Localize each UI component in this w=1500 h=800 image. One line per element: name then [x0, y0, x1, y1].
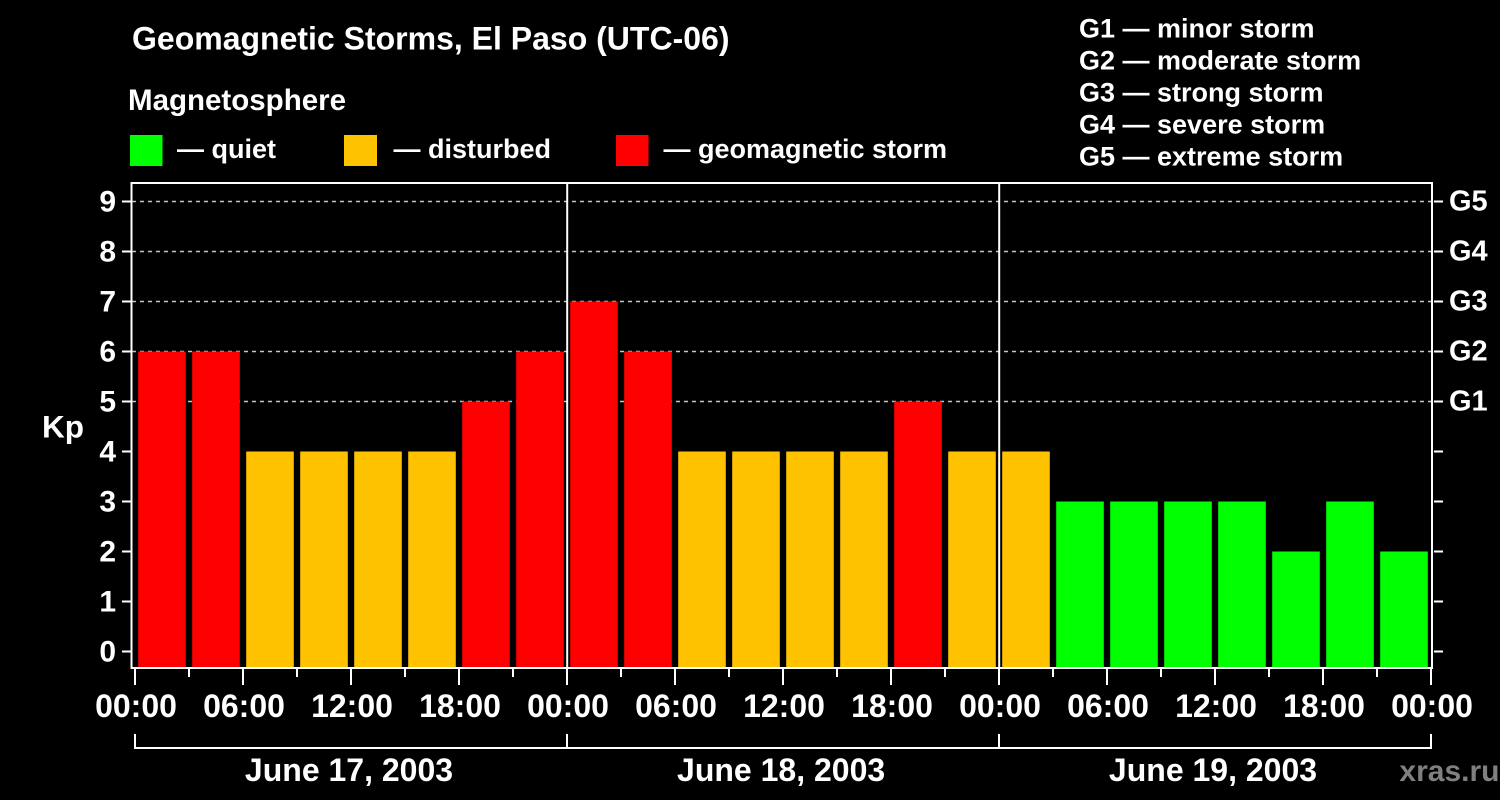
svg-text:— quiet: — quiet [177, 134, 276, 164]
svg-text:G4 — severe storm: G4 — severe storm [1079, 110, 1325, 140]
svg-text:06:00: 06:00 [1067, 688, 1149, 724]
svg-text:9: 9 [99, 186, 116, 219]
svg-text:G2: G2 [1449, 336, 1488, 368]
svg-text:4: 4 [99, 436, 116, 469]
svg-text:G4: G4 [1449, 236, 1488, 268]
svg-text:0: 0 [99, 636, 116, 669]
svg-text:G3: G3 [1449, 286, 1488, 318]
svg-text:3: 3 [99, 486, 116, 519]
svg-text:G1 — minor storm: G1 — minor storm [1079, 14, 1315, 44]
svg-text:Geomagnetic Storms, El Paso (U: Geomagnetic Storms, El Paso (UTC-06) [132, 21, 729, 57]
svg-text:00:00: 00:00 [959, 688, 1041, 724]
svg-text:00:00: 00:00 [527, 688, 609, 724]
svg-text:2: 2 [99, 536, 116, 569]
svg-text:G1: G1 [1449, 386, 1488, 418]
svg-text:18:00: 18:00 [851, 688, 933, 724]
svg-text:12:00: 12:00 [1175, 688, 1257, 724]
svg-text:00:00: 00:00 [1391, 688, 1473, 724]
svg-text:G5 — extreme storm: G5 — extreme storm [1079, 142, 1343, 172]
svg-text:8: 8 [99, 236, 116, 269]
svg-text:5: 5 [99, 386, 116, 419]
svg-text:G3 — strong storm: G3 — strong storm [1079, 78, 1324, 108]
svg-text:1: 1 [99, 586, 116, 619]
svg-text:06:00: 06:00 [203, 688, 285, 724]
svg-text:12:00: 12:00 [743, 688, 825, 724]
svg-text:June 17, 2003: June 17, 2003 [245, 752, 453, 788]
svg-text:Magnetosphere: Magnetosphere [128, 84, 346, 117]
svg-text:12:00: 12:00 [311, 688, 393, 724]
svg-text:7: 7 [99, 286, 116, 319]
svg-text:— disturbed: — disturbed [394, 134, 552, 164]
svg-text:June 18, 2003: June 18, 2003 [677, 752, 885, 788]
svg-text:6: 6 [99, 336, 116, 369]
svg-text:18:00: 18:00 [419, 688, 501, 724]
svg-text:00:00: 00:00 [95, 688, 177, 724]
svg-text:18:00: 18:00 [1283, 688, 1365, 724]
svg-text:G5: G5 [1449, 186, 1488, 218]
svg-text:— geomagnetic storm: — geomagnetic storm [664, 134, 948, 164]
svg-text:G2 — moderate storm: G2 — moderate storm [1079, 46, 1361, 76]
svg-text:Kp: Kp [42, 409, 84, 445]
svg-text:xras.ru: xras.ru [1399, 755, 1499, 788]
svg-text:06:00: 06:00 [635, 688, 717, 724]
svg-text:June 19, 2003: June 19, 2003 [1109, 752, 1317, 788]
